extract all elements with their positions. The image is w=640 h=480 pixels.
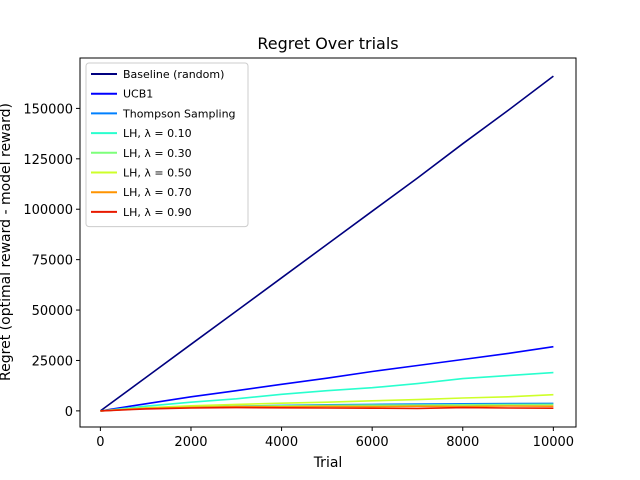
- y-tick-label: 0: [65, 405, 73, 420]
- legend-label: LH, λ = 0.90: [123, 206, 192, 219]
- series-line-7: [100, 406, 554, 412]
- y-tick-label: 75000: [32, 254, 73, 269]
- y-tick-label: 50000: [32, 304, 73, 319]
- chart-title: Regret Over trials: [257, 34, 398, 53]
- y-axis-title: Regret (optimal reward - model reward): [0, 103, 14, 381]
- x-tick-label: 10000: [533, 435, 574, 450]
- legend-label: LH, λ = 0.10: [123, 127, 192, 140]
- x-axis: 0 2000 4000 6000 8000 10000: [96, 427, 574, 450]
- legend-box: [85, 62, 249, 228]
- legend-label: UCB1: [123, 88, 153, 101]
- series-line-3: [100, 371, 554, 412]
- legend: Baseline (random) UCB1 Thompson Sampling LH…: [85, 62, 249, 228]
- y-tick-label: 100000: [23, 203, 73, 218]
- y-tick-label: 125000: [23, 153, 73, 168]
- legend-label: Baseline (random): [123, 68, 224, 81]
- x-tick-label: 0: [96, 435, 104, 450]
- x-tick-label: 4000: [265, 435, 298, 450]
- y-tick-label: 25000: [32, 354, 73, 369]
- axes-frame: [79, 57, 577, 428]
- x-tick-label: 6000: [356, 435, 389, 450]
- legend-label: Thompson Sampling: [122, 107, 236, 120]
- x-axis-title: Trial: [313, 455, 343, 471]
- legend-label: LH, λ = 0.50: [123, 167, 192, 180]
- y-tick-label: 150000: [23, 102, 73, 117]
- legend-label: LH, λ = 0.70: [123, 186, 192, 199]
- series-line-0: [99, 75, 554, 412]
- y-axis: 0 25000 50000 75000 100000 125000 150000: [23, 102, 80, 420]
- plot-area: [99, 75, 554, 412]
- x-tick-label: 2000: [174, 435, 207, 450]
- series-line-5: [100, 393, 554, 412]
- x-tick-label: 8000: [446, 435, 479, 450]
- legend-label: LH, λ = 0.30: [123, 147, 192, 160]
- series-line-1: [100, 345, 554, 412]
